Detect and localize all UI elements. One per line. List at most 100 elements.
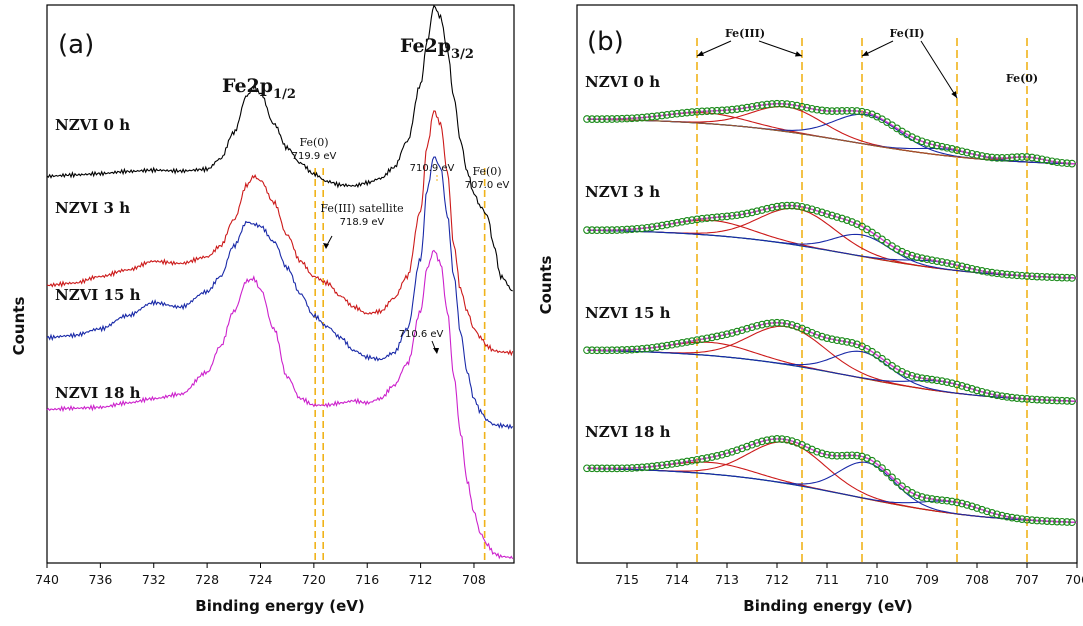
data-point-nzvi-0-h bbox=[703, 107, 711, 116]
panel-b-annotation-arrowhead bbox=[951, 91, 957, 98]
data-point-nzvi-18-h bbox=[888, 473, 896, 482]
data-point-nzvi-0-h bbox=[823, 107, 831, 115]
panel-a-y-axis-label: Counts bbox=[10, 297, 28, 356]
data-point-nzvi-18-h bbox=[878, 464, 886, 472]
data-point-nzvi-3-h bbox=[1063, 273, 1071, 282]
data-point-nzvi-0-h bbox=[948, 145, 956, 153]
data-point-nzvi-3-h bbox=[953, 261, 961, 270]
red-component-nzvi-15-h bbox=[587, 341, 1078, 402]
data-point-nzvi-3-h bbox=[803, 204, 811, 212]
data-point-nzvi-0-h bbox=[618, 114, 626, 123]
panel-a-annotation-text: 707.0 eV bbox=[465, 180, 510, 191]
data-point-nzvi-18-h bbox=[598, 464, 606, 473]
data-point-nzvi-0-h bbox=[583, 115, 591, 123]
data-point-nzvi-3-h bbox=[1013, 271, 1021, 280]
data-point-nzvi-0-h bbox=[1038, 155, 1046, 164]
panel-a-annotation-text: 718.9 eV bbox=[340, 217, 385, 228]
panel-a-letter: (a) bbox=[58, 30, 94, 60]
data-point-nzvi-0-h bbox=[593, 115, 601, 123]
data-point-nzvi-0-h bbox=[788, 100, 796, 109]
data-point-nzvi-15-h bbox=[593, 346, 601, 355]
data-point-nzvi-18-h bbox=[753, 439, 761, 447]
data-point-nzvi-18-h bbox=[788, 437, 796, 445]
data-point-nzvi-0-h bbox=[733, 105, 741, 113]
data-point-nzvi-0-h bbox=[1003, 153, 1011, 162]
data-point-nzvi-15-h bbox=[978, 387, 986, 396]
panel-b-annotation-arrowhead bbox=[795, 51, 802, 57]
data-point-nzvi-15-h bbox=[1018, 394, 1026, 403]
data-point-nzvi-18-h bbox=[843, 451, 851, 460]
data-point-nzvi-18-h bbox=[828, 451, 836, 460]
data-point-nzvi-0-h bbox=[973, 151, 981, 159]
data-point-nzvi-15-h bbox=[693, 336, 701, 344]
data-point-nzvi-3-h bbox=[798, 202, 806, 211]
data-point-nzvi-15-h bbox=[1008, 393, 1016, 402]
series-line-nzvi-18-h bbox=[46, 249, 514, 560]
data-point-nzvi-18-h bbox=[898, 482, 906, 491]
data-point-nzvi-18-h bbox=[663, 460, 671, 469]
data-point-nzvi-3-h bbox=[843, 216, 851, 224]
data-point-nzvi-0-h bbox=[653, 112, 661, 120]
data-point-nzvi-15-h bbox=[828, 335, 836, 344]
data-point-nzvi-15-h bbox=[598, 346, 606, 355]
data-point-nzvi-3-h bbox=[633, 224, 641, 233]
data-point-nzvi-18-h bbox=[803, 443, 811, 452]
data-point-nzvi-15-h bbox=[743, 324, 751, 333]
data-point-nzvi-18-h bbox=[1008, 513, 1016, 522]
data-point-nzvi-18-h bbox=[893, 478, 901, 486]
data-point-nzvi-18-h bbox=[693, 455, 701, 464]
panel-a-x-tick-label: 728 bbox=[195, 572, 219, 587]
panel-a-sample-labels: NZVI 0 h NZVI 3 h NZVI 15 h NZVI 18 h bbox=[55, 116, 141, 402]
data-point-nzvi-18-h bbox=[918, 493, 926, 501]
data-point-nzvi-15-h bbox=[1058, 396, 1066, 405]
data-point-nzvi-3-h bbox=[1068, 274, 1076, 282]
panel-a-annotation-text: 719.9 eV bbox=[292, 151, 337, 162]
data-point-nzvi-15-h bbox=[918, 374, 926, 383]
data-point-nzvi-0-h bbox=[868, 110, 876, 119]
data-point-nzvi-18-h bbox=[818, 449, 826, 458]
data-point-nzvi-15-h bbox=[603, 346, 611, 355]
panel-b-x-tick-label: 714 bbox=[665, 572, 689, 587]
data-point-nzvi-3-h bbox=[688, 216, 696, 224]
data-point-nzvi-0-h bbox=[818, 106, 826, 115]
data-point-nzvi-0-h bbox=[648, 112, 656, 121]
data-point-nzvi-3-h bbox=[963, 263, 971, 272]
panel-b-annotation-arrow bbox=[920, 40, 958, 99]
panel-b-sample-labels: NZVI 0 h NZVI 3 h NZVI 15 h NZVI 18 h bbox=[585, 73, 671, 441]
data-point-nzvi-3-h bbox=[758, 206, 766, 214]
panel-a-x-tick-label: 736 bbox=[88, 572, 112, 587]
panel-a-x-tick-label: 720 bbox=[302, 572, 326, 587]
data-point-nzvi-3-h bbox=[983, 267, 991, 276]
data-point-nzvi-15-h bbox=[663, 341, 671, 350]
data-point-nzvi-15-h bbox=[798, 324, 806, 333]
data-point-nzvi-18-h bbox=[968, 502, 976, 511]
data-point-nzvi-0-h bbox=[1058, 158, 1066, 167]
data-point-nzvi-0-h bbox=[1053, 158, 1061, 166]
data-point-nzvi-15-h bbox=[658, 342, 666, 351]
data-point-nzvi-18-h bbox=[718, 450, 726, 459]
data-point-nzvi-3-h bbox=[743, 209, 751, 218]
data-point-nzvi-15-h bbox=[673, 339, 681, 348]
data-point-nzvi-0-h bbox=[758, 101, 766, 109]
data-point-nzvi-18-h bbox=[758, 437, 766, 446]
data-point-nzvi-15-h bbox=[843, 338, 851, 346]
data-point-nzvi-18-h bbox=[858, 452, 866, 461]
panel-b-x-tick-label: 709 bbox=[915, 572, 939, 587]
data-point-nzvi-0-h bbox=[968, 149, 976, 158]
panel-b-sample-label: NZVI 3 h bbox=[585, 183, 660, 201]
data-point-nzvi-15-h bbox=[988, 390, 996, 399]
panel-a-annotations: Fe(0) 719.9 eV Fe(III) satellite 718.9 eV 71… bbox=[292, 136, 510, 354]
data-point-nzvi-3-h bbox=[753, 207, 761, 216]
data-point-nzvi-18-h bbox=[983, 507, 991, 516]
data-point-nzvi-15-h bbox=[808, 328, 816, 337]
data-point-nzvi-18-h bbox=[593, 464, 601, 473]
panel-a-sample-label: NZVI 0 h bbox=[55, 116, 130, 134]
data-point-nzvi-3-h bbox=[783, 201, 791, 210]
data-point-nzvi-18-h bbox=[778, 435, 786, 443]
data-point-nzvi-18-h bbox=[603, 464, 611, 473]
data-point-nzvi-18-h bbox=[698, 455, 706, 463]
data-point-nzvi-0-h bbox=[783, 100, 791, 108]
data-point-nzvi-3-h bbox=[773, 202, 781, 211]
data-point-nzvi-0-h bbox=[608, 115, 616, 123]
data-point-nzvi-0-h bbox=[828, 107, 836, 115]
